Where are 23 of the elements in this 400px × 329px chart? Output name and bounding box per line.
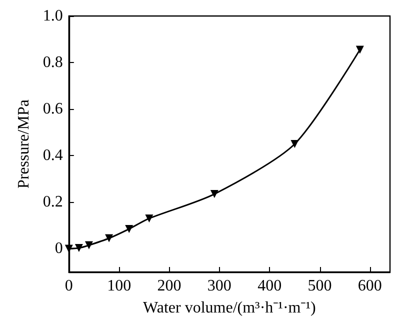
x-axis-title: Water volume/(m³·h⁻¹·m⁻¹): [143, 300, 316, 316]
y-tick-label: 0: [54, 240, 63, 258]
point: [356, 46, 364, 54]
y-tick-label: 0.4: [42, 147, 63, 164]
point: [84, 241, 93, 250]
x-tick-label: 100: [107, 278, 132, 294]
y-tick-label: 0.2: [42, 194, 63, 211]
point: [74, 244, 83, 252]
point: [210, 190, 218, 198]
y-tick-label: 1.0: [42, 8, 63, 24]
x-tick-label: 300: [207, 278, 232, 294]
x-tick-label: 400: [258, 278, 282, 294]
x-tick-label: 500: [308, 278, 332, 294]
x-tick-label: 600: [358, 278, 382, 294]
point: [290, 140, 299, 148]
point: [145, 214, 154, 222]
point: [64, 244, 73, 253]
y-tick-label: 0.6: [42, 100, 63, 118]
point: [125, 224, 134, 233]
y-tick-label: 0.8: [42, 54, 63, 72]
y-axis-title: Pressure/MPa: [16, 100, 32, 188]
x-tick-label: 200: [157, 278, 182, 294]
point: [105, 234, 114, 242]
